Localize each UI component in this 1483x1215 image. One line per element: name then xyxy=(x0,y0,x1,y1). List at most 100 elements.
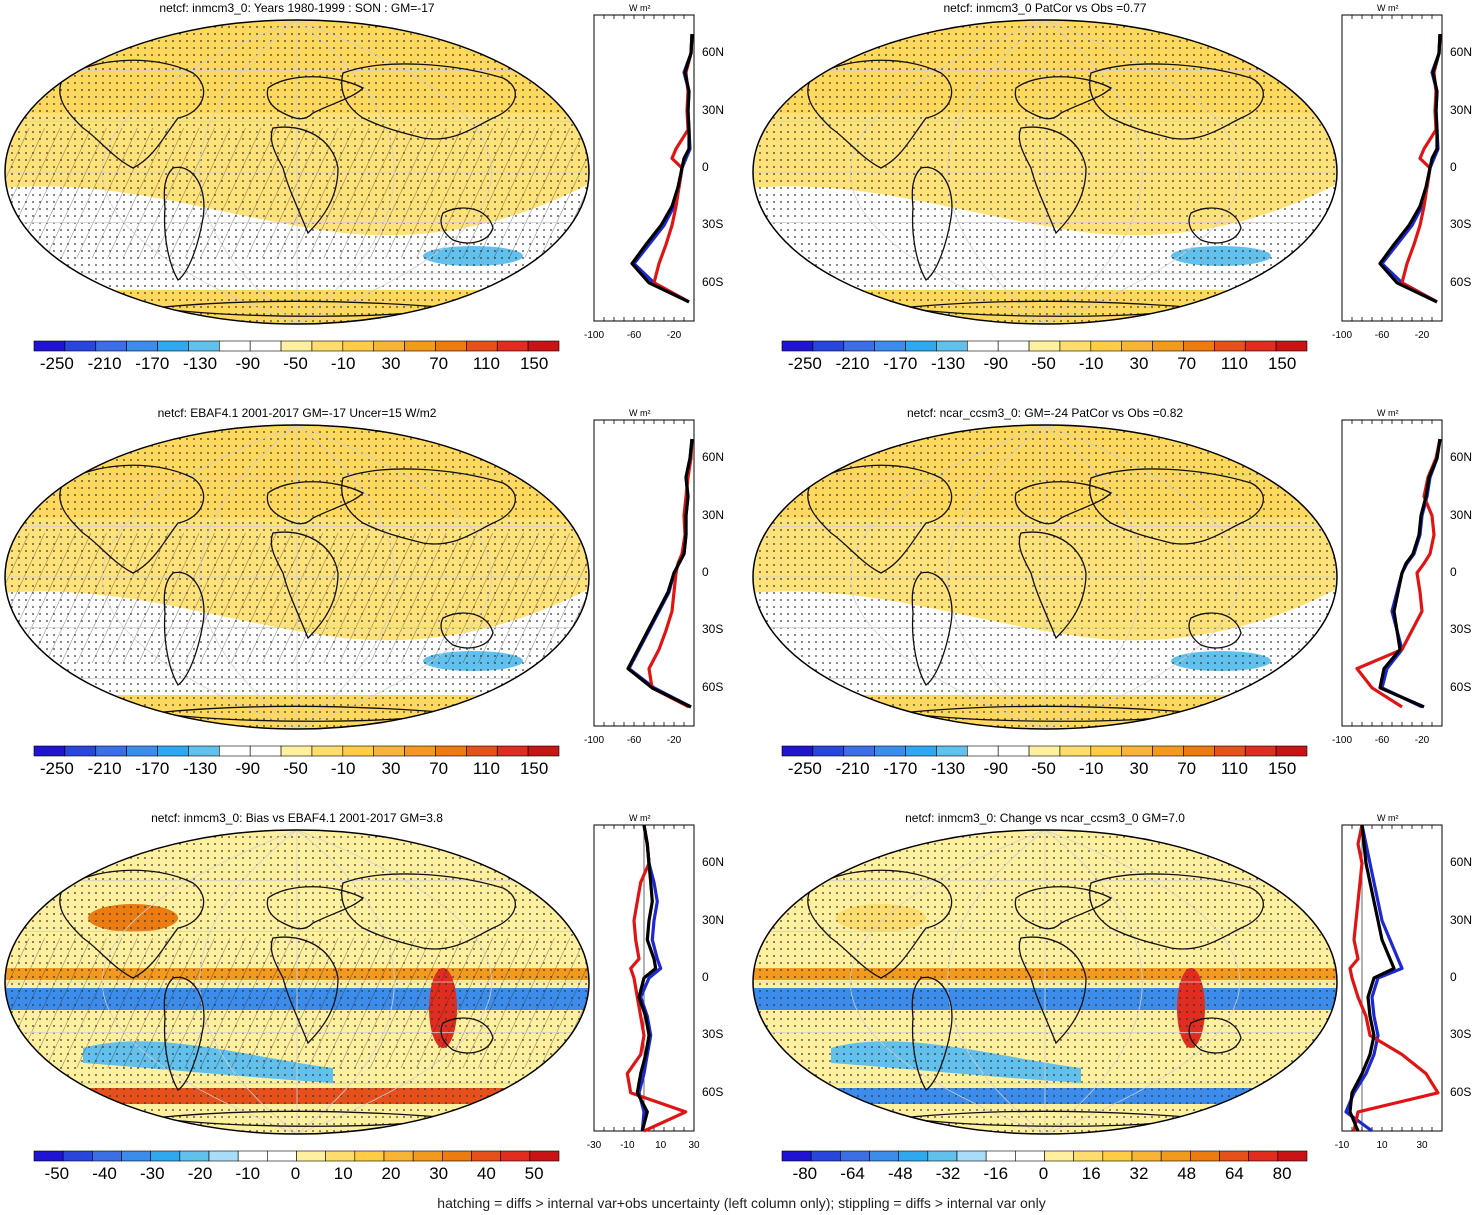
profile-unit-label: W m² xyxy=(1377,408,1399,418)
colorbar-tick-label: -90 xyxy=(235,759,261,778)
colorbar-swatch xyxy=(33,1150,64,1162)
colorbar-tick-label: -130 xyxy=(931,354,966,373)
colorbar-swatch xyxy=(280,745,313,757)
colorbar-swatch xyxy=(404,340,436,352)
panel-title: netcf: EBAF4.1 2001-2017 GM=-17 Uncer=15… xyxy=(157,406,437,420)
colorbar-swatch xyxy=(325,1150,356,1162)
profile-lat-label: 60S xyxy=(1450,679,1472,694)
colorbar-swatch xyxy=(529,1150,560,1162)
colorbar-swatch xyxy=(936,745,968,757)
profile-xtick-label: -100 xyxy=(1331,330,1353,341)
zonal-mean-profile xyxy=(593,419,695,727)
colorbar-tick-label: 48 xyxy=(1177,1164,1197,1183)
colorbar-swatch xyxy=(874,340,906,352)
colorbar-swatch xyxy=(1015,1150,1045,1162)
profile-series-model xyxy=(1344,824,1404,1133)
colorbar-swatch xyxy=(95,745,127,757)
colorbar-swatch xyxy=(1121,340,1153,352)
panel-title: netcf: inmcm3_0: Bias vs EBAF4.1 2001-20… xyxy=(151,811,443,825)
profile-series-model xyxy=(637,824,663,1132)
colorbar-tick-label: -250 xyxy=(39,759,74,778)
colorbar-tick-label: -50 xyxy=(283,354,308,373)
colorbar-swatch xyxy=(179,1150,210,1162)
colorbar-swatch xyxy=(296,1150,326,1162)
colorbar-tick-label: -90 xyxy=(983,354,1009,373)
colorbar-swatch xyxy=(527,340,560,352)
colorbar-tick-label: -50 xyxy=(283,759,308,778)
colorbar-swatch xyxy=(64,745,97,757)
colorbar-tick-label: 0 xyxy=(290,1164,301,1183)
profile-xtick-label: -30 xyxy=(586,1140,602,1151)
colorbar-swatch xyxy=(404,745,436,757)
colorbar-swatch xyxy=(1190,1150,1220,1162)
map-outline xyxy=(4,19,590,325)
colorbar-tick-label: -16 xyxy=(983,1164,1009,1183)
colorbar-tick-label: 32 xyxy=(1129,1164,1149,1183)
colorbar-tick-label: -10 xyxy=(330,759,356,778)
colorbar-tick-label: -50 xyxy=(1031,354,1056,373)
profile-lat-label: 0 xyxy=(702,160,709,174)
robinson-map xyxy=(752,19,1338,325)
colorbar-tick-label: 40 xyxy=(476,1164,496,1183)
map-panel xyxy=(751,828,1339,1136)
colorbar-tick-label: -50 xyxy=(44,1164,70,1183)
colorbar xyxy=(33,340,560,352)
map-outline xyxy=(752,424,1338,730)
colorbar-tick-label: 110 xyxy=(1220,354,1248,373)
colorbar-tick-label: 110 xyxy=(472,354,500,373)
profile-lat-label: 60S xyxy=(702,274,724,289)
colorbar-tick-label: 10 xyxy=(333,1164,353,1183)
colorbar-swatch xyxy=(311,745,344,757)
colorbar-swatch xyxy=(840,1150,870,1162)
colorbar-swatch xyxy=(1121,745,1153,757)
graticule xyxy=(5,425,589,729)
colorbar-swatch xyxy=(354,1150,385,1162)
colorbar-swatch xyxy=(781,745,814,757)
profile-series-ref xyxy=(1348,824,1396,1132)
robinson-map xyxy=(752,829,1338,1135)
colorbar-swatch xyxy=(1248,1150,1279,1162)
colorbar-tick-label: 64 xyxy=(1224,1164,1244,1183)
profile-lat-label: 30S xyxy=(702,622,724,637)
colorbar-swatch xyxy=(898,1150,929,1162)
coastlines xyxy=(807,464,1264,722)
profile-xtick-label: 10 xyxy=(1376,1140,1388,1151)
robinson-map xyxy=(4,19,590,325)
profile-xtick-label: -60 xyxy=(1374,330,1390,341)
colorbar-swatch xyxy=(218,745,251,757)
colorbar-tick-label: 70 xyxy=(429,354,449,373)
robinson-map xyxy=(4,829,590,1135)
profile-unit-label: W m² xyxy=(629,3,651,13)
colorbar-swatch xyxy=(280,340,313,352)
panel-title: netcf: inmcm3_0: Change vs ncar_ccsm3_0 … xyxy=(905,811,1185,825)
profile-xtick-label: -20 xyxy=(666,330,682,341)
profile-lat-label: 60N xyxy=(1450,855,1473,870)
colorbar-tick-label: -170 xyxy=(883,759,918,778)
profile-xtick-label: 30 xyxy=(688,1140,700,1151)
profile-lat-label: 60N xyxy=(1450,450,1473,465)
colorbar-tick-label: -170 xyxy=(883,354,918,373)
colorbar-swatch xyxy=(810,1150,841,1162)
colorbar-swatch xyxy=(781,340,814,352)
colorbar-swatch xyxy=(1028,745,1061,757)
colorbar-swatch xyxy=(383,1150,414,1162)
colorbar-tick-label: 0 xyxy=(1038,1164,1049,1183)
colorbar-tick-label: -10 xyxy=(1078,759,1104,778)
colorbar-swatch xyxy=(157,340,189,352)
profile-lat-label: 30N xyxy=(1450,912,1473,927)
colorbar-swatch xyxy=(997,745,1030,757)
colorbar-tick-label: 30 xyxy=(1129,759,1149,778)
profile-lat-label: 30S xyxy=(1450,217,1472,232)
colorbar-swatch xyxy=(1275,340,1308,352)
colorbar-tick-label: 70 xyxy=(1177,759,1197,778)
colorbar-tick-label: -210 xyxy=(835,759,870,778)
colorbar-swatch xyxy=(869,1150,899,1162)
colorbar-swatch xyxy=(966,340,999,352)
profile-lat-label: 60S xyxy=(1450,274,1472,289)
zonal-mean-profile xyxy=(1341,824,1443,1133)
colorbar-tick-label: -40 xyxy=(92,1164,117,1183)
colorbar-swatch xyxy=(1090,745,1123,757)
colorbar-tick-label: 110 xyxy=(1220,759,1248,778)
profile-series-ref xyxy=(635,824,658,1132)
zonal-mean-profile xyxy=(1341,419,1443,727)
